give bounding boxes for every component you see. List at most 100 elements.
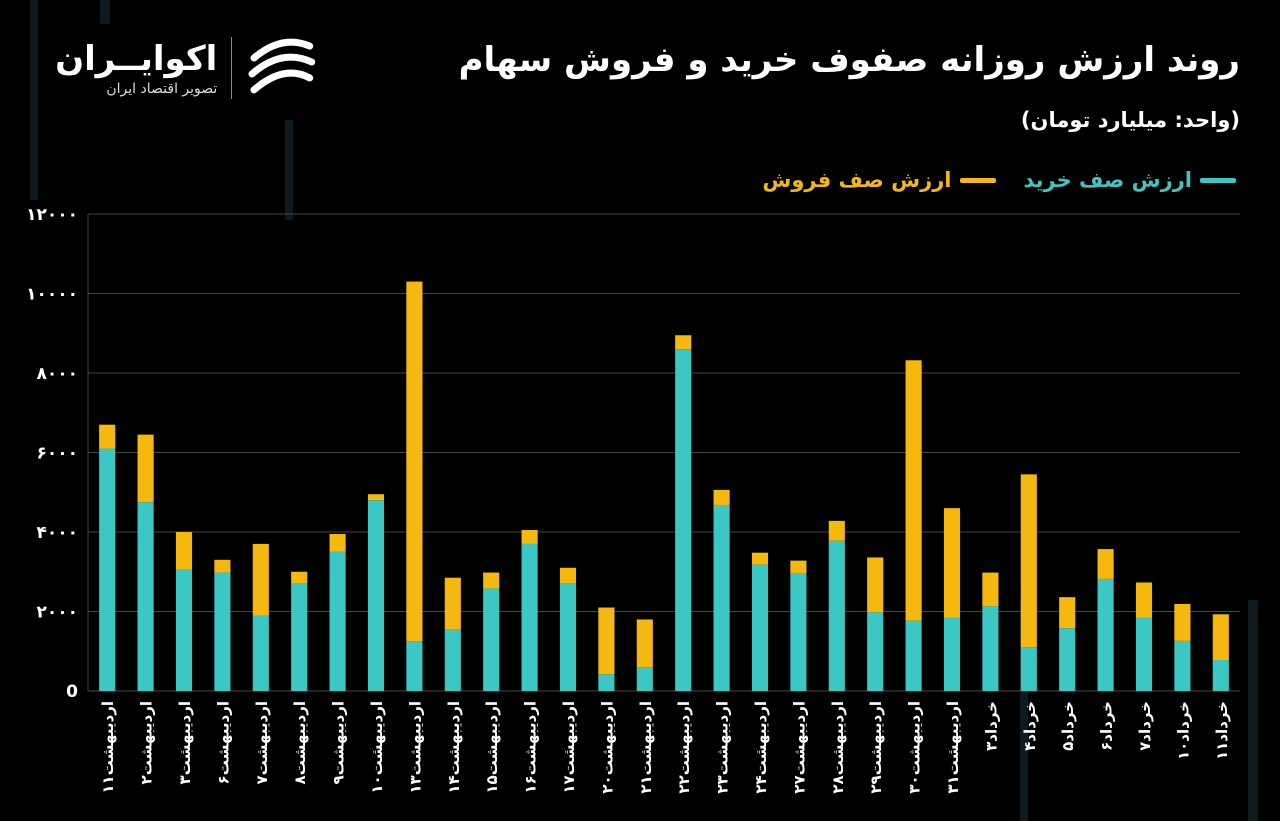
legend-swatch-buy: [1200, 177, 1236, 183]
bar-buy: [867, 612, 884, 691]
x-tick-label: اردیبهشت۲۸: [829, 701, 847, 794]
bar-buy: [291, 583, 308, 691]
bar-sell: [675, 335, 692, 350]
logo-text: اکوایــران تصویر اقتصاد ایران: [48, 39, 217, 97]
y-tick-label: ۸۰۰۰: [36, 364, 78, 384]
bar-sell: [483, 572, 500, 589]
chart-unit: (واحد: میلیارد تومان): [1020, 108, 1240, 132]
x-tick-label: اردیبهشت۷: [253, 701, 271, 784]
x-tick-label: اردیبهشت۳: [176, 701, 194, 784]
bar-buy: [1020, 647, 1037, 691]
bar-sell: [252, 543, 269, 616]
bar-sell: [790, 560, 807, 574]
bar-sell: [943, 508, 961, 618]
logo-separator: [231, 37, 233, 99]
bar-sell: [175, 532, 193, 570]
bar-buy: [751, 564, 769, 691]
bar-sell: [1059, 597, 1076, 629]
bar-buy: [1059, 628, 1076, 691]
bar-buy: [444, 629, 461, 691]
bar-sell: [636, 619, 653, 668]
background-decoration: [100, 0, 110, 24]
bar-sell: [214, 559, 231, 573]
x-tick-label: خرداد۶: [1098, 701, 1116, 751]
legend-item-sell: ارزش صف فروش: [762, 168, 996, 192]
x-tick-label: اردیبهشت۱۷: [560, 701, 578, 794]
x-tick-label: اردیبهشت۲۴: [752, 701, 770, 794]
bar-buy: [1097, 578, 1114, 691]
x-tick-label: اردیبهشت۶: [214, 701, 232, 784]
bar-buy: [713, 504, 730, 691]
legend-label-buy: ارزش صف خرید: [1023, 168, 1193, 192]
y-tick-label: ۲۰۰۰: [36, 603, 78, 623]
bar-buy: [329, 551, 346, 691]
logo-subtitle: تصویر اقتصاد ایران: [106, 81, 218, 97]
legend-label-sell: ارزش صف فروش: [762, 168, 952, 192]
brand-logo: اکوایــران تصویر اقتصاد ایران: [48, 28, 318, 108]
x-tick-label: اردیبهشت۲۰: [598, 701, 616, 794]
x-tick-label: اردیبهشت۱۵: [483, 701, 501, 794]
x-tick-label: اردیبهشت۹: [330, 701, 348, 784]
x-tick-label: اردیبهشت۱۰: [368, 701, 386, 794]
background-decoration: [1248, 600, 1258, 821]
bar-sell: [982, 572, 999, 607]
ecoiran-swirl-icon: [248, 38, 316, 94]
chart-legend: ارزش صف خرید ارزش صف فروش: [762, 168, 1236, 192]
bar-sell: [137, 434, 154, 503]
y-tick-label: ۱۲۰۰۰: [26, 205, 78, 225]
bar-sell: [713, 489, 730, 505]
bar-sell: [1020, 474, 1037, 648]
x-tick-label: اردیبهشت۲۷: [790, 701, 808, 794]
bar-buy: [175, 569, 193, 691]
bar-buy: [675, 349, 692, 691]
x-tick-label: خرداد۳: [982, 701, 1000, 751]
x-tick-label: اردیبهشت۱۳: [406, 701, 424, 794]
bar-buy: [1135, 617, 1153, 691]
x-tick-label: خرداد۱۱: [1213, 701, 1231, 760]
bar-sell: [329, 533, 346, 552]
x-tick-label: اردیبهشت۲۳: [714, 701, 732, 794]
bar-buy: [790, 573, 807, 691]
bar-buy: [828, 540, 845, 691]
bar-sell: [828, 520, 845, 541]
bar-sell: [444, 577, 461, 630]
bar-sell: [598, 607, 615, 675]
logo-name: اکوایــران: [55, 39, 218, 79]
bar-buy: [636, 667, 653, 691]
bar-buy: [214, 572, 231, 691]
bar-buy: [598, 674, 615, 691]
bar-sell: [406, 281, 423, 642]
bar-buy: [99, 448, 116, 691]
bar-sell: [1097, 549, 1114, 579]
x-tick-label: اردیبهشت۸: [291, 701, 309, 784]
y-tick-label: ۱۰۰۰۰: [26, 285, 78, 305]
x-tick-label: اردیبهشت۳۱: [944, 701, 962, 794]
x-tick-label: اردیبهشت۳۰: [906, 701, 924, 794]
bar-buy: [1212, 659, 1229, 691]
bar-sell: [751, 552, 769, 565]
bar-buy: [943, 617, 961, 691]
bar-sell: [867, 557, 884, 613]
x-tick-label: اردیبهشت۱۶: [522, 701, 540, 794]
x-tick-label: اردیبهشت۲۱: [637, 701, 655, 794]
legend-item-buy: ارزش صف خرید: [1023, 168, 1236, 192]
bar-buy: [406, 641, 423, 691]
bar-sell: [291, 571, 308, 584]
x-tick-label: اردیبهشت۲: [138, 701, 156, 784]
bar-buy: [559, 583, 577, 691]
x-tick-label: خرداد۴: [1021, 701, 1039, 751]
background-decoration: [1020, 600, 1028, 821]
bar-sell: [559, 567, 577, 584]
bar-sell: [905, 360, 922, 621]
bar-sell: [1174, 603, 1191, 641]
bar-buy: [1174, 640, 1191, 691]
bar-sell: [99, 424, 116, 449]
bar-buy: [137, 502, 154, 691]
bar-sell: [1212, 614, 1229, 660]
bar-buy: [252, 615, 269, 691]
background-decoration: [30, 0, 38, 200]
chart-title: روند ارزش روزانه صفوف خرید و فروش سهام: [458, 40, 1240, 80]
x-tick-label: اردیبهشت۲۹: [867, 701, 885, 794]
bar-sell: [521, 530, 538, 544]
y-tick-label: ۶۰۰۰: [36, 444, 78, 464]
